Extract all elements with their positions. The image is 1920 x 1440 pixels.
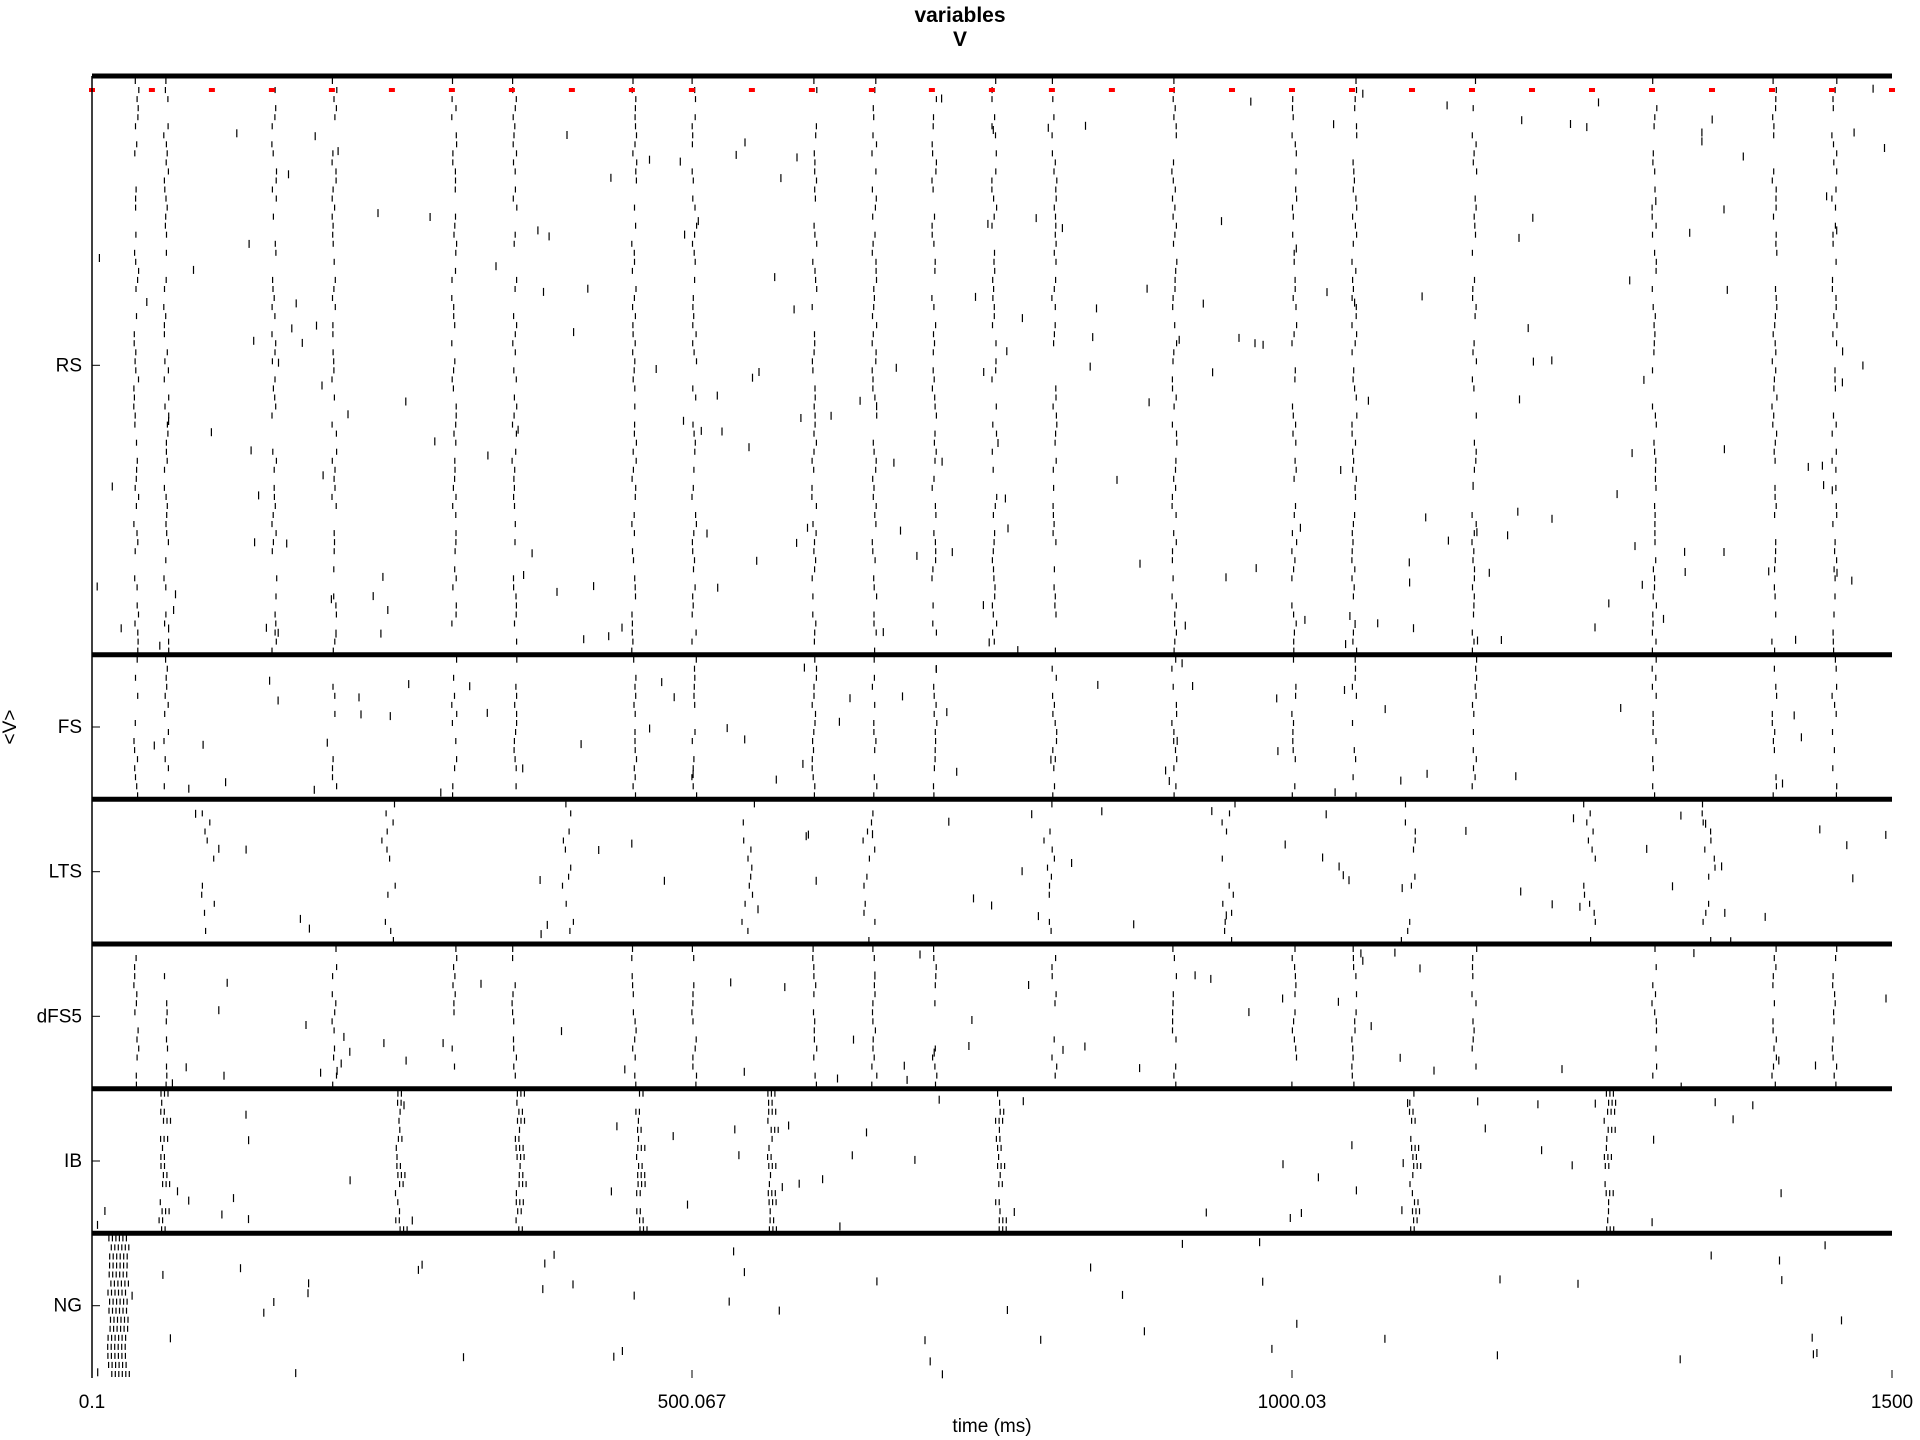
x-tick-label: 500.067 bbox=[658, 1392, 727, 1413]
x-tick-label: 1000.03 bbox=[1258, 1392, 1327, 1413]
stimulus-marker bbox=[628, 88, 635, 92]
plot-background bbox=[92, 76, 1892, 1378]
stimulus-marker bbox=[1349, 88, 1355, 92]
stimulus-marker bbox=[988, 88, 995, 92]
stimulus-marker bbox=[388, 88, 395, 92]
chart-title-line-2: V bbox=[952, 28, 967, 51]
stimulus-marker bbox=[1169, 88, 1175, 92]
chart-title-line-1: variables bbox=[914, 4, 1006, 27]
stimulus-marker bbox=[268, 88, 275, 92]
stimulus-marker-layer bbox=[89, 88, 1895, 92]
stimulus-marker bbox=[328, 88, 335, 92]
population-label-lts: LTS bbox=[49, 862, 82, 883]
stimulus-marker bbox=[928, 88, 935, 92]
stimulus-marker bbox=[688, 88, 695, 92]
stimulus-marker bbox=[1048, 88, 1055, 92]
stimulus-marker bbox=[1409, 88, 1415, 92]
population-separator-layer bbox=[92, 73, 1892, 1236]
stimulus-marker bbox=[508, 88, 515, 92]
stimulus-marker bbox=[568, 88, 575, 92]
stimulus-marker bbox=[748, 88, 755, 92]
stimulus-marker bbox=[1889, 88, 1895, 92]
y-axis-label: <V> bbox=[0, 710, 21, 745]
population-label-rs: RS bbox=[56, 355, 82, 376]
x-tick-label: 0.1 bbox=[79, 1392, 105, 1413]
x-axis-label: time (ms) bbox=[952, 1416, 1031, 1437]
x-tick-labels: 0.1 500.067 1000.03 1500 bbox=[79, 1370, 1913, 1413]
stimulus-marker bbox=[868, 88, 875, 92]
population-label-ng: NG bbox=[54, 1296, 83, 1317]
population-labels: RS FS LTS dFS5 IB NG bbox=[37, 355, 100, 1317]
stimulus-marker bbox=[1289, 88, 1295, 92]
stimulus-marker bbox=[448, 88, 455, 92]
stimulus-marker bbox=[1769, 88, 1775, 92]
population-label-fs: FS bbox=[58, 717, 82, 738]
stimulus-marker bbox=[1469, 88, 1475, 92]
population-label-ib: IB bbox=[64, 1151, 82, 1172]
stimulus-marker bbox=[1229, 88, 1235, 92]
stimulus-marker bbox=[1529, 88, 1535, 92]
stimulus-marker bbox=[808, 88, 815, 92]
stimulus-marker bbox=[1649, 88, 1655, 92]
stimulus-marker bbox=[148, 88, 155, 92]
x-tick-label: 1500 bbox=[1871, 1392, 1913, 1413]
population-label-dfs5: dFS5 bbox=[37, 1006, 82, 1027]
stimulus-marker bbox=[208, 88, 215, 92]
stimulus-marker bbox=[1108, 88, 1115, 92]
spike-layer bbox=[96, 78, 1887, 1379]
stimulus-marker bbox=[1709, 88, 1715, 92]
stimulus-marker bbox=[1829, 88, 1835, 92]
stimulus-marker bbox=[1589, 88, 1595, 92]
